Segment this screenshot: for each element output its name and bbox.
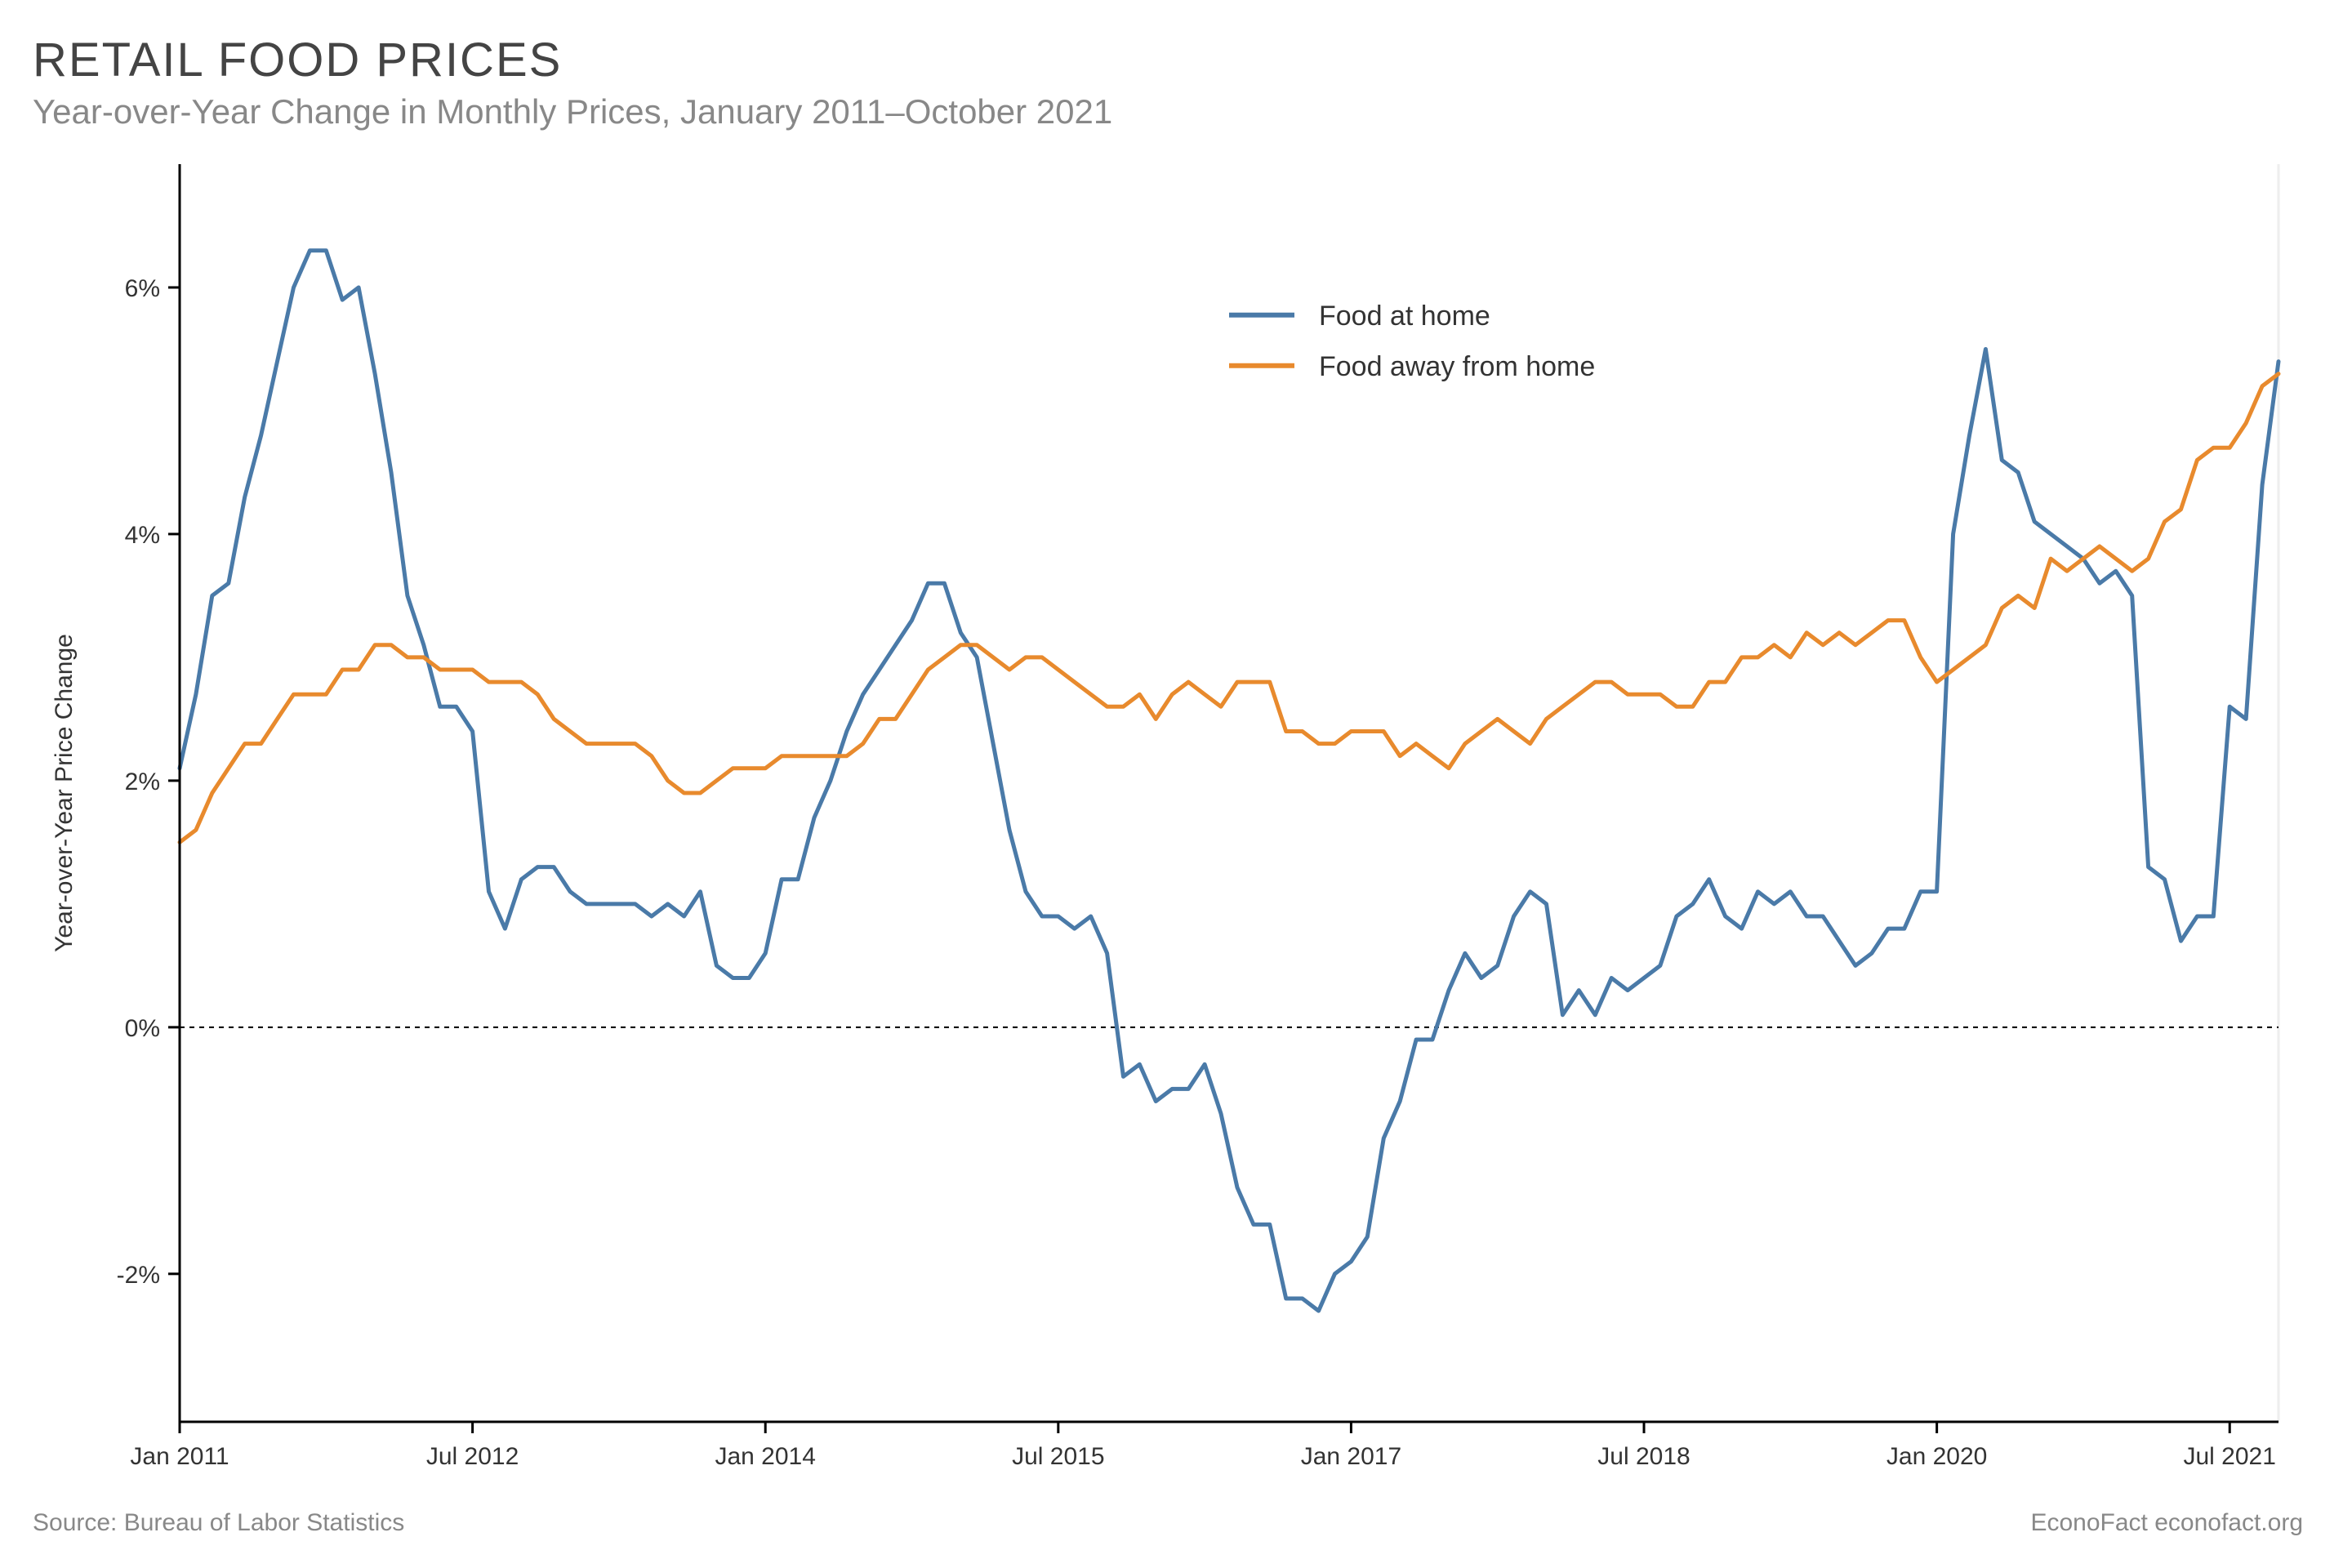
source-text: Source: Bureau of Labor Statistics (33, 1509, 404, 1537)
svg-text:0%: 0% (125, 1015, 160, 1042)
svg-text:Jul 2015: Jul 2015 (1012, 1443, 1104, 1470)
svg-text:Jul 2018: Jul 2018 (1597, 1443, 1690, 1470)
svg-text:Year-over-Year Price Change: Year-over-Year Price Change (51, 634, 78, 952)
chart-title: RETAIL FOOD PRICES (33, 33, 2303, 87)
svg-text:Food away from home: Food away from home (1319, 351, 1595, 382)
svg-text:4%: 4% (125, 522, 160, 549)
svg-text:Jan 2011: Jan 2011 (130, 1443, 229, 1470)
svg-text:Jul 2012: Jul 2012 (426, 1443, 519, 1470)
svg-text:Jan 2014: Jan 2014 (715, 1443, 815, 1470)
svg-text:-2%: -2% (117, 1262, 160, 1289)
line-chart: -2% 0% 2% 4% 6% Jan 2011 Jul 2012 Jan 2014 Jul 2… (33, 148, 2303, 1499)
chart-subtitle: Year-over-Year Change in Monthly Prices,… (33, 92, 2303, 131)
svg-text:Jan 2020: Jan 2020 (1886, 1443, 1987, 1470)
svg-text:Jul 2021: Jul 2021 (2184, 1443, 2276, 1470)
svg-text:Food at home: Food at home (1319, 301, 1490, 332)
svg-text:Jan 2017: Jan 2017 (1301, 1443, 1401, 1470)
svg-text:2%: 2% (125, 768, 160, 795)
attribution-text: EconoFact econofact.org (2030, 1509, 2303, 1537)
svg-text:6%: 6% (125, 275, 160, 302)
